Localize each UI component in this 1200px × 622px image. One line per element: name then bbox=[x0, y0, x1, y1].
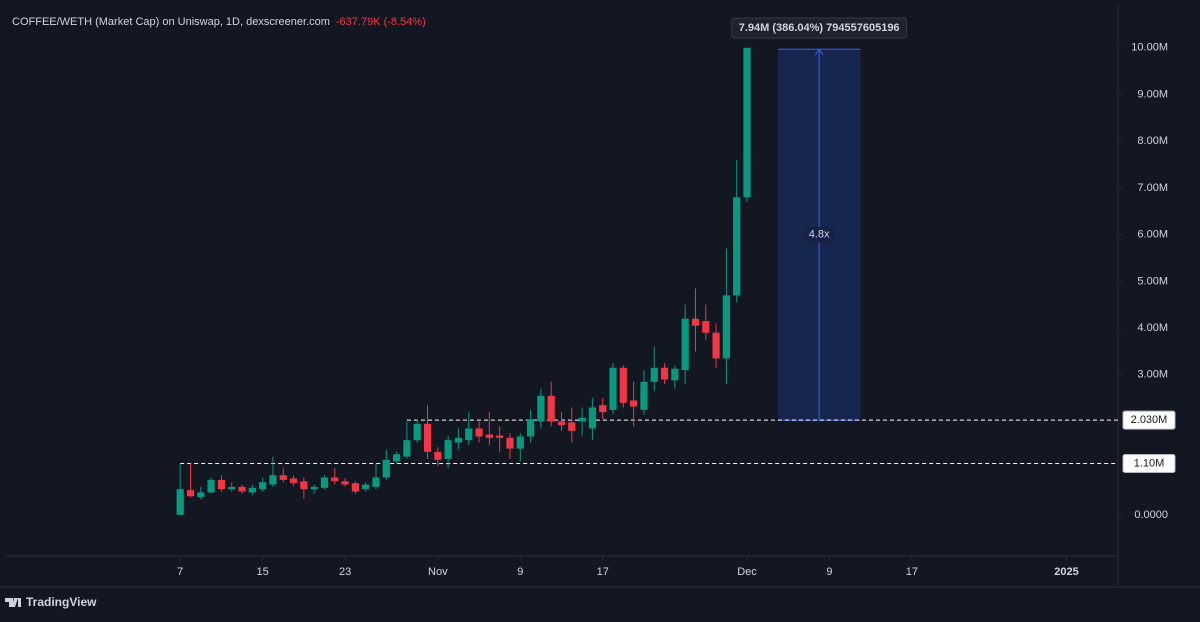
x-tick-label: 17 bbox=[906, 566, 918, 578]
candle-body bbox=[238, 486, 246, 492]
y-tick-label: 6.00M bbox=[1137, 229, 1168, 241]
candle-body bbox=[362, 484, 370, 490]
candle-body bbox=[712, 332, 720, 359]
candle-body bbox=[681, 318, 689, 371]
candle-body bbox=[341, 481, 349, 485]
y-tick-label: 5.00M bbox=[1137, 275, 1168, 287]
candle-body bbox=[423, 423, 432, 452]
candle-body bbox=[269, 475, 277, 485]
x-tick-label: 17 bbox=[597, 566, 609, 578]
candle-body bbox=[217, 479, 226, 490]
price-label-bg bbox=[1122, 454, 1176, 474]
candle-body bbox=[465, 428, 473, 441]
candle-body bbox=[300, 481, 308, 490]
candle-body bbox=[434, 451, 442, 460]
candle-body bbox=[526, 419, 535, 437]
candle-body bbox=[207, 479, 215, 493]
y-tick-label: 4.00M bbox=[1137, 322, 1168, 334]
candle-body bbox=[351, 483, 359, 492]
candle-body bbox=[403, 440, 411, 457]
candle-body bbox=[640, 381, 648, 410]
candle-body bbox=[578, 417, 586, 422]
candle-body bbox=[475, 428, 483, 437]
candle-body bbox=[496, 435, 504, 438]
ratio-label-bg bbox=[804, 226, 835, 243]
candle-body bbox=[547, 395, 555, 422]
candle-body bbox=[630, 400, 638, 407]
x-tick-label: 15 bbox=[257, 566, 269, 578]
y-tick-label: 8.00M bbox=[1137, 135, 1168, 147]
candle-body bbox=[557, 421, 566, 426]
measure-arrowhead bbox=[814, 48, 824, 56]
candle-body bbox=[248, 487, 256, 493]
ratio-label: 4.8x bbox=[809, 229, 830, 241]
candle-body bbox=[176, 489, 184, 515]
candle-body bbox=[722, 295, 730, 359]
candle-body bbox=[331, 477, 339, 482]
candle-body bbox=[413, 423, 421, 441]
candle-body bbox=[485, 434, 493, 438]
candle-body bbox=[609, 367, 617, 410]
candle-body bbox=[382, 459, 390, 478]
candle-body bbox=[506, 437, 514, 449]
candle-body bbox=[537, 395, 545, 422]
candle-body bbox=[588, 407, 597, 429]
x-tick-label: 7 bbox=[177, 566, 183, 578]
candle-body bbox=[310, 486, 318, 490]
candle-body bbox=[702, 321, 710, 333]
x-tick-label: Dec bbox=[737, 566, 757, 578]
candle-body bbox=[259, 482, 267, 490]
candle-body bbox=[619, 367, 627, 403]
candle-body bbox=[599, 405, 607, 413]
y-tick-label: 10.00M bbox=[1131, 42, 1168, 54]
measure-label: 7.94M (386.04%) 794557605196 bbox=[739, 22, 900, 34]
candle-body bbox=[516, 436, 524, 449]
logo bbox=[5, 598, 21, 607]
candle-body bbox=[393, 454, 401, 462]
candle-body bbox=[228, 486, 236, 490]
x-tick-label: Nov bbox=[428, 566, 448, 578]
y-tick-label: 3.00M bbox=[1137, 369, 1168, 381]
candle-body bbox=[444, 440, 452, 459]
candle-body bbox=[289, 478, 298, 484]
x-tick-label: 2025 bbox=[1054, 566, 1078, 578]
y-tick-label: 0.0000 bbox=[1134, 509, 1168, 521]
chart-title: COFFEE/WETH (Market Cap) on Uniswap, 1D,… bbox=[12, 16, 330, 28]
price-label-bg bbox=[1122, 410, 1176, 430]
candle-body bbox=[743, 47, 751, 198]
change-label: -637.79K (-8.54%) bbox=[336, 16, 426, 28]
candle-body bbox=[454, 437, 463, 443]
candle-body bbox=[733, 197, 741, 296]
measure-label-bg bbox=[731, 17, 908, 39]
candle-body bbox=[650, 367, 658, 382]
candle-body bbox=[691, 318, 700, 326]
candle-body bbox=[568, 422, 576, 431]
x-tick-label: 9 bbox=[826, 566, 832, 578]
candle-body bbox=[320, 477, 329, 488]
price-label: 1.10M bbox=[1134, 457, 1165, 469]
y-tick-label: 9.00M bbox=[1137, 88, 1168, 100]
x-tick-label: 23 bbox=[339, 566, 351, 578]
candle-body bbox=[660, 367, 669, 380]
candle-body bbox=[671, 368, 679, 381]
candle-body bbox=[186, 490, 195, 497]
y-tick-label: 7.00M bbox=[1137, 182, 1168, 194]
price-label: 2.030M bbox=[1131, 414, 1168, 426]
footer-brand: TradingView bbox=[26, 595, 97, 609]
candle-body bbox=[279, 475, 287, 480]
candle-body bbox=[372, 477, 380, 487]
candle-body bbox=[197, 492, 205, 498]
x-tick-label: 9 bbox=[517, 566, 523, 578]
